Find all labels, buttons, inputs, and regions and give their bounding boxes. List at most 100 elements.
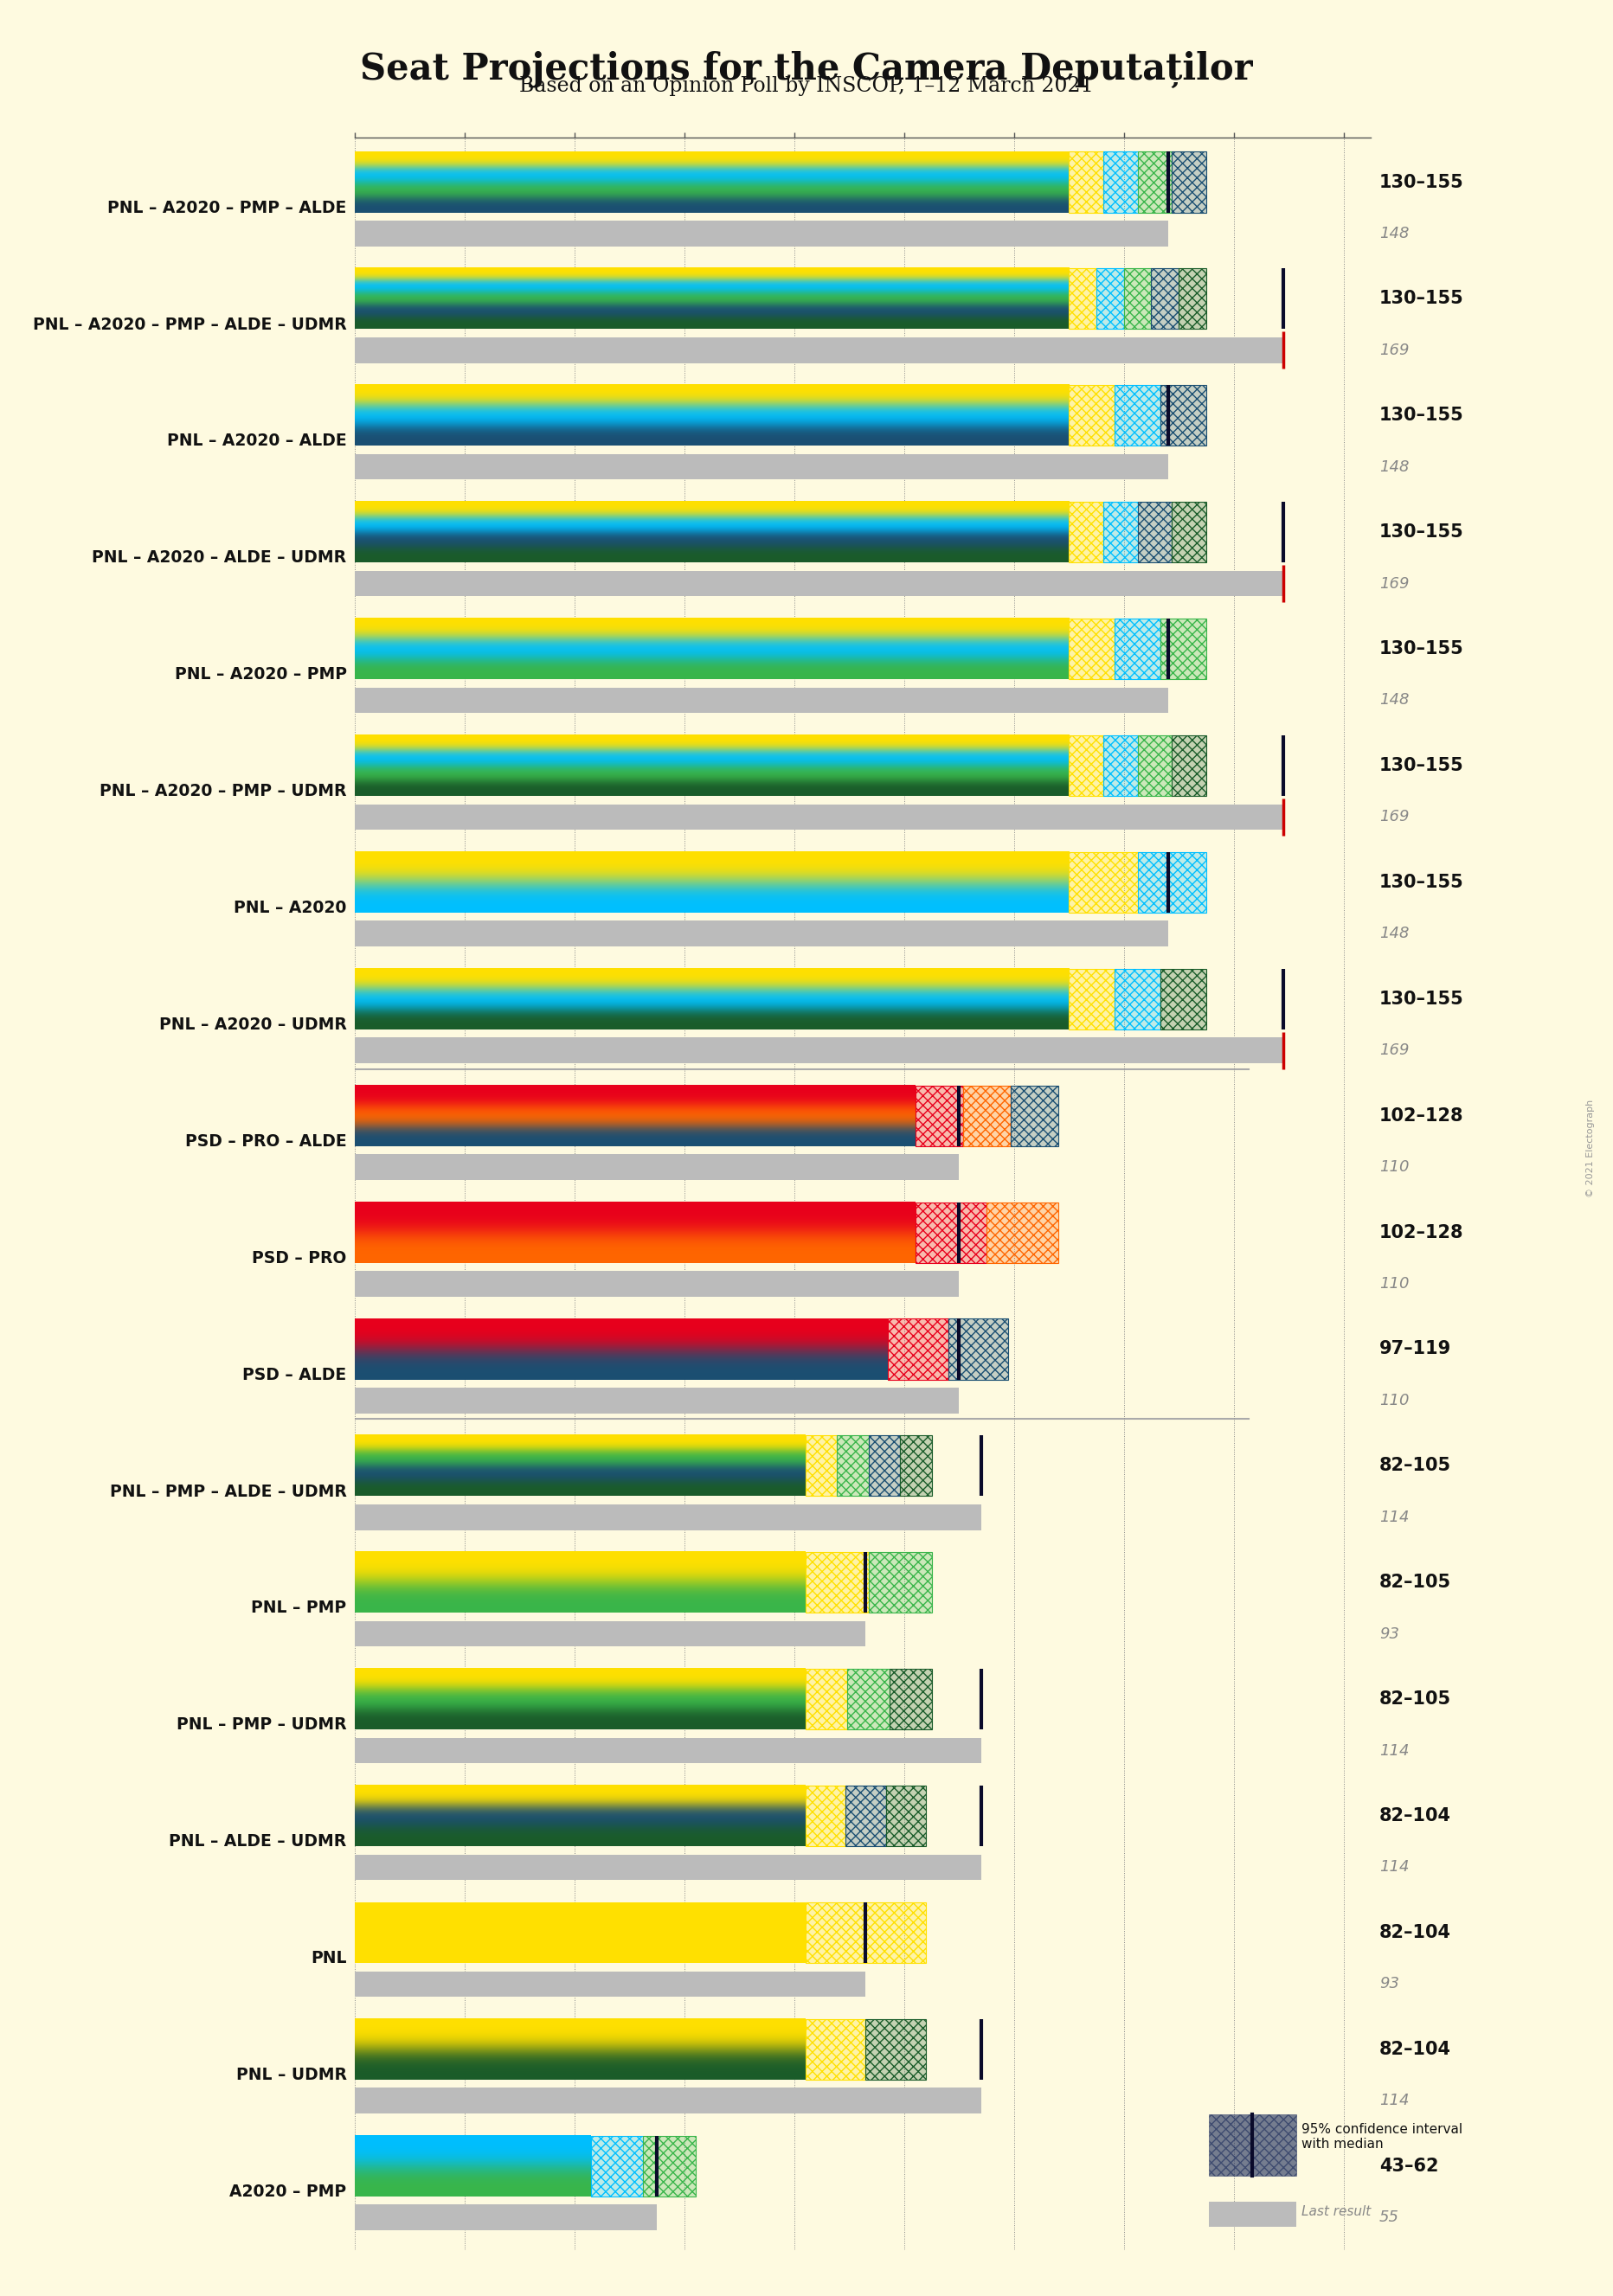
Bar — [1115, 386, 1160, 445]
Text: PNL – ALDE – UDMR: PNL – ALDE – UDMR — [169, 1835, 347, 1851]
Bar — [355, 1038, 1284, 1063]
Bar — [1160, 386, 1207, 445]
Text: 95% confidence interval
with median: 95% confidence interval with median — [1302, 2124, 1463, 2151]
Bar — [868, 1435, 900, 1497]
Text: PNL – A2020 – PMP – ALDE – UDMR: PNL – A2020 – PMP – ALDE – UDMR — [32, 317, 347, 333]
Text: 102–128: 102–128 — [1379, 1224, 1463, 1242]
Bar — [1069, 269, 1097, 328]
Bar — [868, 1552, 932, 1612]
Bar — [355, 2204, 656, 2229]
Bar — [1137, 503, 1173, 563]
Bar — [1137, 152, 1173, 214]
Bar — [887, 1318, 948, 1380]
Text: 82–104: 82–104 — [1379, 1807, 1452, 1825]
Bar — [644, 2135, 695, 2197]
Bar — [805, 1435, 837, 1497]
Bar — [915, 1086, 963, 1146]
Text: PNL – A2020: PNL – A2020 — [234, 900, 347, 916]
Bar — [355, 1272, 960, 1297]
Bar — [1179, 269, 1207, 328]
Bar — [1103, 152, 1137, 214]
Bar — [805, 1669, 847, 1729]
Text: PNL – A2020 – ALDE: PNL – A2020 – ALDE — [168, 434, 347, 450]
Bar — [1097, 269, 1124, 328]
Text: Seat Projections for the Camera Deputaților: Seat Projections for the Camera Deputați… — [360, 51, 1253, 87]
Text: 169: 169 — [1379, 576, 1410, 592]
Bar — [1173, 503, 1207, 563]
Bar — [900, 1435, 932, 1497]
Bar — [1152, 269, 1179, 328]
Bar — [1137, 852, 1207, 914]
Bar — [987, 1203, 1058, 1263]
Bar — [1103, 735, 1137, 797]
Bar — [845, 1786, 886, 1846]
Bar — [355, 1504, 981, 1529]
Bar — [355, 921, 1168, 946]
Bar — [1137, 852, 1207, 914]
Text: PSD – ALDE: PSD – ALDE — [242, 1366, 347, 1382]
Bar — [1069, 969, 1115, 1029]
Bar — [355, 1155, 960, 1180]
Bar — [355, 1972, 866, 1998]
Bar — [845, 1786, 886, 1846]
Bar — [1124, 269, 1152, 328]
Text: 148: 148 — [1379, 693, 1410, 707]
Bar — [1069, 852, 1137, 914]
Bar — [915, 1086, 963, 1146]
Bar — [805, 1786, 845, 1846]
Bar — [915, 1203, 987, 1263]
Bar — [1115, 969, 1160, 1029]
Text: 82–104: 82–104 — [1379, 2041, 1452, 2057]
Bar — [1069, 386, 1115, 445]
Bar — [1010, 1086, 1058, 1146]
Text: PNL – PMP – UDMR: PNL – PMP – UDMR — [176, 1717, 347, 1733]
Bar — [1103, 503, 1137, 563]
Text: 97–119: 97–119 — [1379, 1341, 1452, 1357]
Text: 130–155: 130–155 — [1379, 289, 1465, 308]
Bar — [1115, 618, 1160, 680]
Bar — [355, 338, 1284, 363]
Bar — [1115, 618, 1160, 680]
Bar — [1069, 735, 1103, 797]
Bar — [355, 1855, 981, 1880]
Text: 130–155: 130–155 — [1379, 523, 1465, 542]
Bar — [889, 1669, 932, 1729]
Bar — [900, 1435, 932, 1497]
Bar — [805, 1903, 926, 1963]
Text: 82–105: 82–105 — [1379, 1573, 1452, 1591]
Bar — [805, 1435, 837, 1497]
Bar — [1173, 152, 1207, 214]
Bar — [1137, 735, 1173, 797]
Bar — [1137, 152, 1173, 214]
Bar — [1173, 735, 1207, 797]
Bar — [987, 1203, 1058, 1263]
Bar — [1152, 269, 1179, 328]
Text: Based on an Opinion Poll by INSCOP, 1–12 March 2021: Based on an Opinion Poll by INSCOP, 1–12… — [519, 76, 1094, 96]
Text: 130–155: 130–155 — [1379, 406, 1465, 425]
Bar — [1137, 735, 1173, 797]
Bar — [805, 1669, 847, 1729]
Bar — [644, 2135, 695, 2197]
Text: 82–105: 82–105 — [1379, 1458, 1452, 1474]
Text: PNL – A2020 – UDMR: PNL – A2020 – UDMR — [160, 1017, 347, 1033]
Bar — [805, 1903, 926, 1963]
Text: Last result: Last result — [1302, 2206, 1371, 2218]
Text: 169: 169 — [1379, 342, 1410, 358]
Text: PNL – UDMR: PNL – UDMR — [235, 2066, 347, 2082]
Bar — [1103, 152, 1137, 214]
Text: PNL – PMP – ALDE – UDMR: PNL – PMP – ALDE – UDMR — [110, 1483, 347, 1499]
Text: PNL – A2020 – ALDE – UDMR: PNL – A2020 – ALDE – UDMR — [92, 549, 347, 567]
Text: 110: 110 — [1379, 1277, 1410, 1293]
Bar — [1069, 152, 1103, 214]
Bar — [355, 455, 1168, 480]
Bar — [1010, 1086, 1058, 1146]
Bar — [1160, 618, 1207, 680]
Text: 114: 114 — [1379, 2094, 1410, 2108]
Text: 169: 169 — [1379, 808, 1410, 824]
Bar — [590, 2135, 644, 2197]
Bar — [887, 1318, 948, 1380]
Bar — [805, 2018, 866, 2080]
Text: PNL – PMP: PNL – PMP — [252, 1600, 347, 1616]
Bar — [868, 1552, 932, 1612]
Text: 148: 148 — [1379, 459, 1410, 475]
